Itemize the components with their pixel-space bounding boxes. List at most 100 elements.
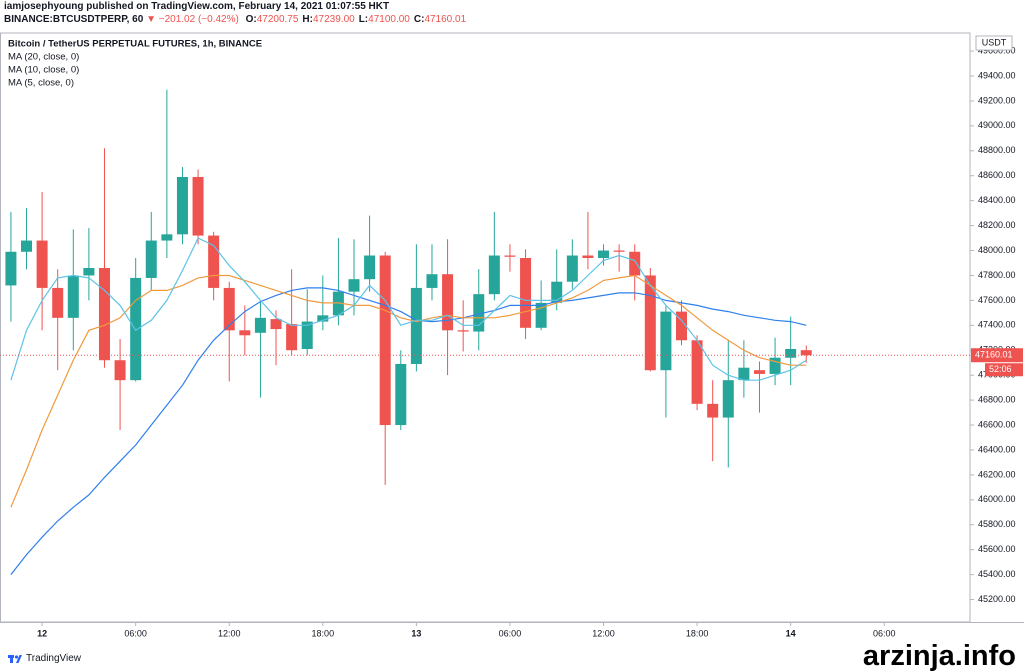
candle-body bbox=[629, 251, 641, 276]
candle-body bbox=[598, 250, 610, 259]
candle-body bbox=[582, 255, 594, 259]
candle-body bbox=[348, 279, 360, 292]
y-tick-label: 49400.00 bbox=[978, 70, 1016, 80]
candle-body bbox=[410, 287, 422, 364]
candle-body bbox=[145, 240, 157, 278]
candle-body bbox=[67, 275, 79, 318]
ohlc-key: L: bbox=[358, 14, 369, 25]
candle-body bbox=[364, 255, 376, 280]
plot-frame bbox=[0, 32, 971, 623]
y-tick-label: 48800.00 bbox=[978, 145, 1016, 155]
candle-body bbox=[644, 275, 656, 371]
candle-body bbox=[270, 319, 282, 330]
x-tick-label: 06:00 bbox=[124, 628, 147, 638]
y-tick-label: 48000.00 bbox=[978, 245, 1016, 255]
y-tick-label: 45400.00 bbox=[978, 569, 1016, 579]
candle-body bbox=[753, 370, 765, 374]
x-tick-label: 13 bbox=[411, 628, 421, 638]
candle-body bbox=[722, 380, 734, 418]
ohlc-key: C: bbox=[413, 14, 425, 25]
candle-body bbox=[488, 255, 500, 295]
x-tick-label: 18:00 bbox=[686, 628, 709, 638]
y-tick-label: 48600.00 bbox=[978, 170, 1016, 180]
candle-body bbox=[504, 255, 516, 257]
legend-entry: MA (10, close, 0) bbox=[8, 65, 79, 76]
candle-body bbox=[36, 240, 48, 288]
candle-body bbox=[114, 360, 126, 381]
x-tick-label: 12 bbox=[37, 628, 47, 638]
candle-body bbox=[707, 403, 719, 418]
y-tick-label: 47800.00 bbox=[978, 270, 1016, 280]
candle-body bbox=[738, 367, 750, 381]
candle-body bbox=[21, 240, 33, 252]
y-tick-label: 48400.00 bbox=[978, 195, 1016, 205]
y-tick-label: 45600.00 bbox=[978, 544, 1016, 554]
candle-body bbox=[520, 258, 532, 328]
candle-body bbox=[223, 287, 235, 331]
candle-body bbox=[208, 235, 220, 288]
ohlc-value: 47239.00 bbox=[312, 14, 355, 25]
footer: TradingView bbox=[8, 653, 81, 664]
candle-body bbox=[473, 294, 485, 332]
header: iamjosephyoung published on TradingView.… bbox=[4, 0, 466, 26]
brand: TradingView bbox=[26, 653, 82, 664]
y-tick-label: 49000.00 bbox=[978, 120, 1016, 130]
candle-body bbox=[675, 311, 687, 341]
x-tick-label: 18:00 bbox=[312, 628, 335, 638]
x-tick-label: 06:00 bbox=[499, 628, 522, 638]
symbol-row: BINANCE:BTCUSDTPERP, 60 ▼ −201.02 (−0.42… bbox=[4, 13, 466, 26]
candle-body bbox=[535, 302, 547, 328]
candle-body bbox=[800, 350, 812, 356]
chart-title: Bitcoin / TetherUS PERPETUAL FUTURES, 1h… bbox=[8, 39, 262, 50]
candle-body bbox=[239, 330, 251, 336]
candle-body bbox=[286, 324, 298, 351]
ohlc-key: O: bbox=[245, 14, 257, 25]
legend-entry: MA (5, close, 0) bbox=[8, 78, 74, 89]
candle-body bbox=[660, 311, 672, 371]
y-axis-label: USDT bbox=[982, 37, 1007, 47]
countdown-badge bbox=[985, 363, 1023, 377]
publisher: iamjosephyoung published on TradingView.… bbox=[4, 1, 390, 12]
last-price-badge bbox=[971, 348, 1023, 363]
candle-body bbox=[551, 281, 563, 303]
candle-body bbox=[83, 267, 95, 276]
candle-body bbox=[254, 317, 266, 333]
countdown: 52:06 bbox=[989, 364, 1012, 374]
candle-body bbox=[176, 176, 188, 235]
ma-line bbox=[10, 287, 807, 575]
logo bbox=[8, 654, 22, 663]
symbol: BINANCE:BTCUSDTPERP, 60 bbox=[4, 14, 144, 25]
candle-body bbox=[395, 363, 407, 426]
candle-body bbox=[691, 340, 703, 404]
candle-body bbox=[379, 255, 391, 426]
ma-line bbox=[10, 237, 807, 381]
candle-body bbox=[426, 274, 438, 288]
x-tick-label: 14 bbox=[786, 628, 796, 638]
y-tick-label: 46800.00 bbox=[978, 394, 1016, 404]
last-price-label: 47160.01 bbox=[975, 350, 1013, 360]
candle-body bbox=[317, 315, 329, 322]
candle-body bbox=[98, 267, 110, 361]
candle-body bbox=[769, 357, 781, 374]
x-tick-label: 12:00 bbox=[218, 628, 241, 638]
legend-entry: MA (20, close, 0) bbox=[8, 52, 79, 63]
y-tick-label: 46200.00 bbox=[978, 469, 1016, 479]
watermark: arzinja.info bbox=[858, 641, 1020, 672]
candle-body bbox=[785, 349, 797, 358]
candle-body bbox=[613, 250, 625, 252]
candle-body bbox=[52, 287, 64, 318]
y-tick-label: 47400.00 bbox=[978, 320, 1016, 330]
ohlc-value: 47100.00 bbox=[368, 14, 410, 25]
ohlc-value: 47160.01 bbox=[424, 14, 467, 25]
candle-body bbox=[457, 330, 469, 332]
y-tick-label: 46000.00 bbox=[978, 494, 1016, 504]
change: ▼ −201.02 (−0.42%) bbox=[146, 14, 239, 25]
y-tick-label: 46600.00 bbox=[978, 419, 1016, 429]
x-tick-label: 12:00 bbox=[592, 628, 615, 638]
candle-body bbox=[192, 176, 204, 236]
y-tick-label: 45800.00 bbox=[978, 519, 1016, 529]
ohlc-value: 47200.75 bbox=[256, 14, 299, 25]
ma-line bbox=[10, 274, 807, 508]
